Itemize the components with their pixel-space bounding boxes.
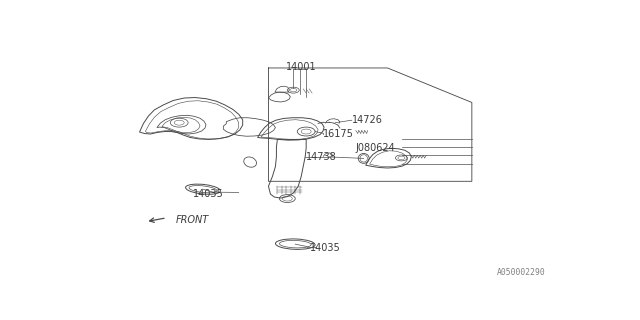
Text: 16175: 16175: [323, 130, 354, 140]
Text: FRONT: FRONT: [176, 214, 209, 225]
Text: 14738: 14738: [306, 152, 337, 162]
Text: 14726: 14726: [352, 115, 383, 125]
Text: 14001: 14001: [286, 62, 317, 72]
Text: 14035: 14035: [310, 243, 340, 253]
Text: J080624: J080624: [355, 143, 395, 153]
Text: 14035: 14035: [193, 188, 224, 199]
Text: A050002290: A050002290: [497, 268, 546, 277]
